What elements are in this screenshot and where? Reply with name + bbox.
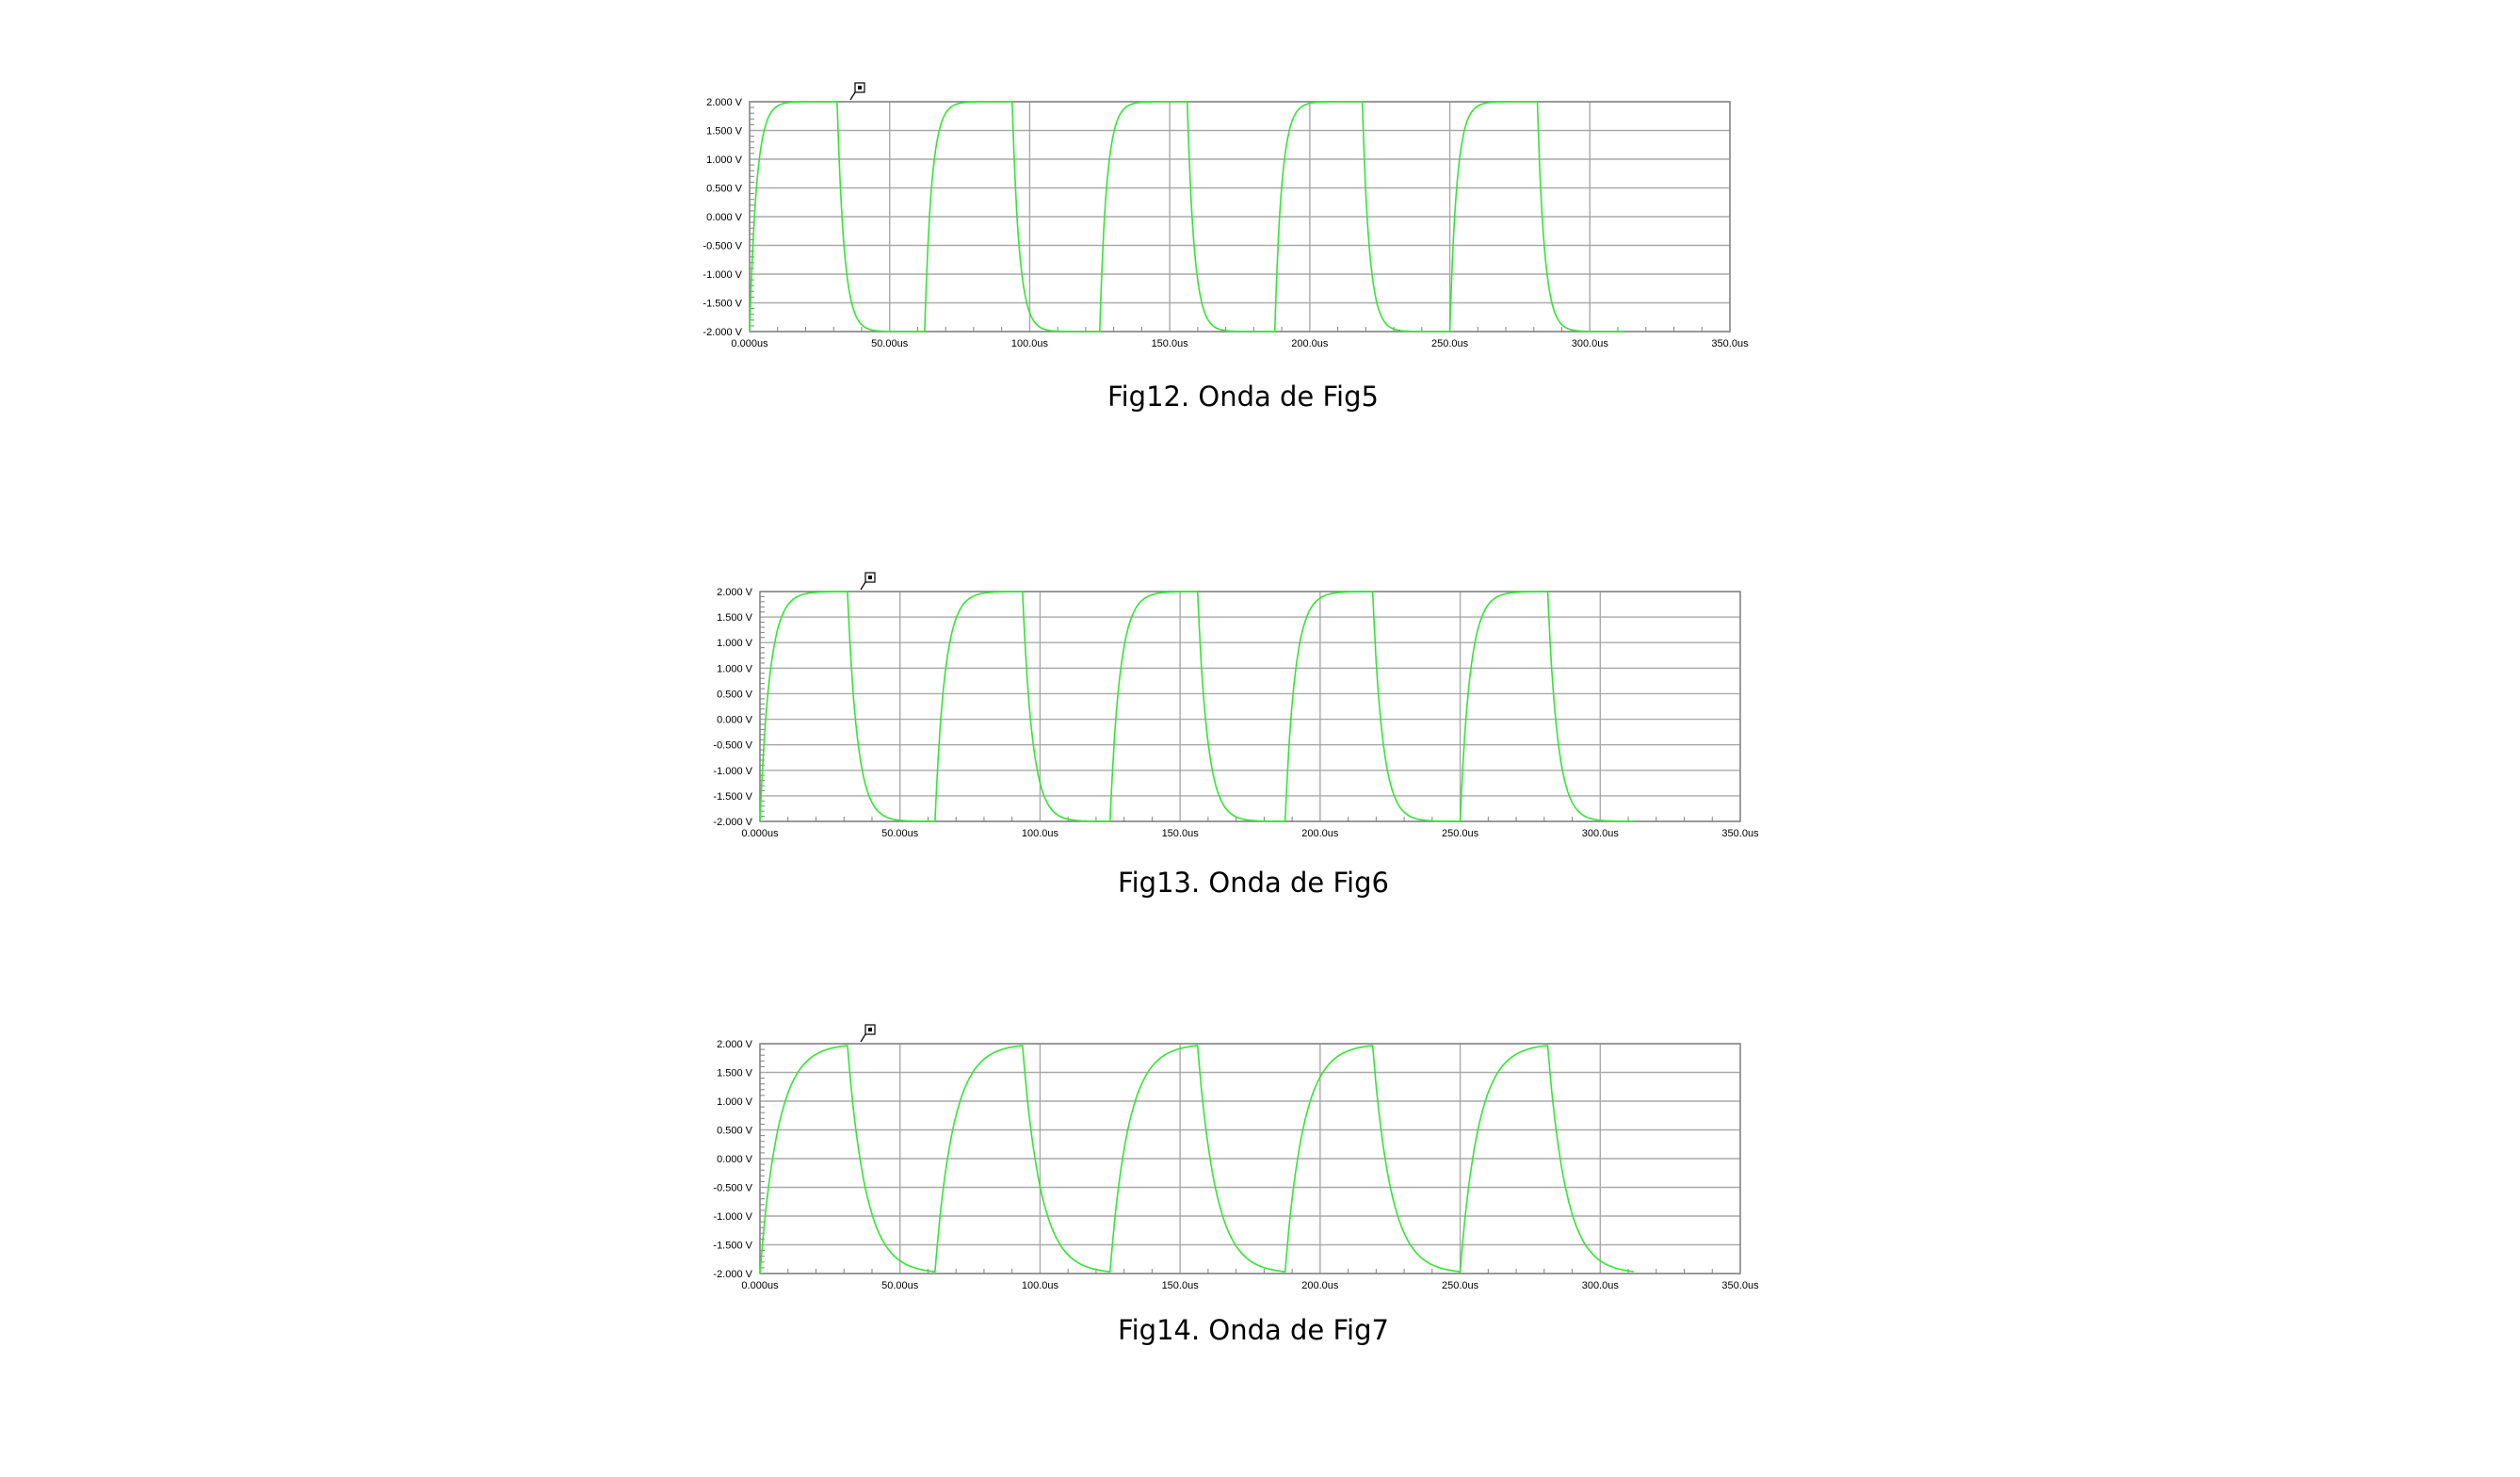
x-tick-label: 100.0us bbox=[1011, 338, 1049, 349]
figure-caption: Fig13. Onda de Fig6 bbox=[1118, 867, 1389, 899]
y-tick-label: -1.000 V bbox=[703, 269, 742, 281]
y-tick-label: 1.500 V bbox=[717, 1068, 753, 1079]
y-tick-label: -1.000 V bbox=[713, 766, 752, 777]
x-tick-label: 0.000us bbox=[741, 828, 779, 839]
waveform-figure-12: 2.000 V 1.500 V 1.000 V 0.500 V 0.000 V -0.50… bbox=[0, 0, 2520, 490]
y-tick-label: -0.500 V bbox=[713, 1183, 752, 1194]
x-tick-label: 0.000us bbox=[741, 1280, 779, 1291]
waveform-chart-fig14: 2.000 V 1.500 V 1.000 V 0.500 V 0.000 V -0.50… bbox=[713, 1024, 1759, 1291]
x-tick-label: 50.00us bbox=[881, 1280, 919, 1291]
figure-caption: Fig12. Onda de Fig5 bbox=[1107, 381, 1379, 413]
x-tick-label: 250.0us bbox=[1442, 1280, 1479, 1291]
x-tick-label: 300.0us bbox=[1572, 338, 1609, 349]
y-tick-label: 0.500 V bbox=[717, 1126, 753, 1137]
y-tick-label: -2.000 V bbox=[713, 817, 752, 828]
y-tick-label: -1.500 V bbox=[713, 791, 752, 803]
y-tick-label: 2.000 V bbox=[706, 97, 743, 108]
x-tick-label: 150.0us bbox=[1162, 828, 1200, 839]
y-tick-label: -1.500 V bbox=[703, 299, 742, 310]
x-tick-label: 0.000us bbox=[731, 338, 768, 349]
x-tick-label: 300.0us bbox=[1582, 1280, 1620, 1291]
y-tick-label: -2.000 V bbox=[703, 327, 742, 338]
x-tick-label: 300.0us bbox=[1582, 828, 1620, 839]
waveform-figure-14: 2.000 V 1.500 V 1.000 V 0.500 V 0.000 V -0.50… bbox=[0, 942, 2520, 1394]
y-tick-label: 0.000 V bbox=[717, 1154, 753, 1165]
x-tick-label: 50.00us bbox=[881, 828, 919, 839]
x-tick-label: 200.0us bbox=[1291, 338, 1329, 349]
marker-flag-icon bbox=[860, 572, 876, 591]
waveform-trace bbox=[749, 101, 1623, 333]
y-tick-label: 0.500 V bbox=[717, 689, 753, 700]
y-tick-label: -1.500 V bbox=[713, 1241, 752, 1252]
y-tick-label: 1.500 V bbox=[717, 612, 753, 624]
y-tick-label: 1.000 V bbox=[706, 154, 743, 166]
x-tick-label: 200.0us bbox=[1301, 828, 1339, 839]
marker-flag-icon bbox=[849, 82, 865, 101]
x-tick-label: 350.0us bbox=[1711, 338, 1749, 349]
y-tick-label: -2.000 V bbox=[713, 1269, 752, 1280]
y-tick-label: 0.000 V bbox=[706, 212, 743, 223]
y-tick-label: 0.000 V bbox=[717, 715, 753, 726]
x-tick-label: 100.0us bbox=[1022, 1280, 1059, 1291]
y-tick-label: 0.500 V bbox=[706, 184, 743, 195]
marker-flag-icon bbox=[860, 1024, 876, 1043]
y-tick-label: -0.500 V bbox=[713, 740, 752, 752]
x-tick-label: 350.0us bbox=[1721, 828, 1759, 839]
y-tick-label: 1.500 V bbox=[706, 126, 743, 138]
x-tick-label: 250.0us bbox=[1442, 828, 1479, 839]
x-tick-label: 200.0us bbox=[1301, 1280, 1339, 1291]
waveform-figure-13: 2.000 V 1.500 V 1.000 V 1.000 V 0.500 V 0.000… bbox=[0, 490, 2520, 942]
y-tick-label: 1.000 V bbox=[717, 663, 753, 674]
waveform-trace bbox=[759, 591, 1634, 822]
y-tick-label: 2.000 V bbox=[717, 1039, 753, 1050]
waveform-chart-fig13: 2.000 V 1.500 V 1.000 V 1.000 V 0.500 V 0.000… bbox=[713, 572, 1759, 839]
plot-frame bbox=[759, 1043, 1741, 1274]
x-tick-label: 50.00us bbox=[871, 338, 909, 349]
x-tick-label: 100.0us bbox=[1022, 828, 1059, 839]
y-tick-label: 2.000 V bbox=[717, 587, 753, 598]
waveform-chart-fig12: 2.000 V 1.500 V 1.000 V 0.500 V 0.000 V -0.50… bbox=[703, 82, 1749, 349]
y-tick-label: 1.000 V bbox=[717, 1096, 753, 1108]
x-tick-label: 250.0us bbox=[1431, 338, 1469, 349]
waveform-trace bbox=[759, 1045, 1634, 1274]
figure-caption: Fig14. Onda de Fig7 bbox=[1118, 1314, 1389, 1346]
x-tick-label: 350.0us bbox=[1721, 1280, 1759, 1291]
x-tick-label: 150.0us bbox=[1152, 338, 1189, 349]
y-tick-label: -1.000 V bbox=[713, 1211, 752, 1223]
y-tick-label: -0.500 V bbox=[703, 241, 742, 252]
plot-frame bbox=[759, 591, 1741, 822]
y-tick-label: 1.000 V bbox=[717, 638, 753, 649]
x-tick-label: 150.0us bbox=[1162, 1280, 1200, 1291]
